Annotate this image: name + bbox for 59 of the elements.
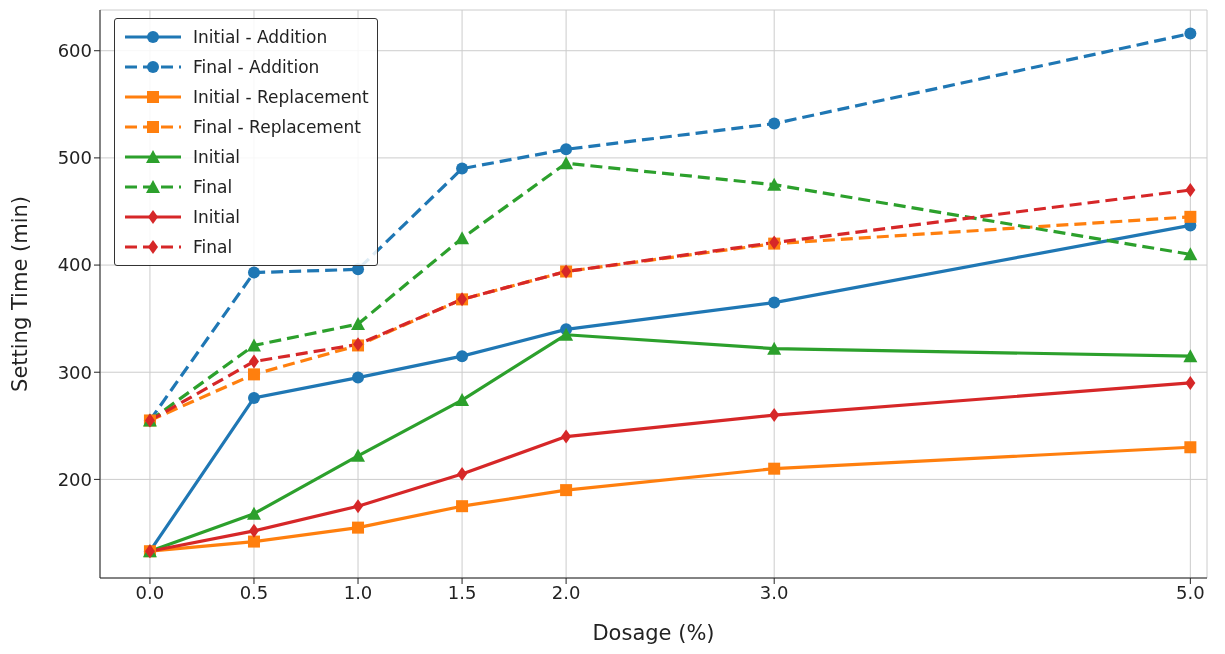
point [353, 499, 364, 514]
y-tick-label: 200 [57, 468, 92, 490]
point [248, 523, 259, 538]
y-tick-label: 400 [57, 254, 92, 276]
point [247, 266, 260, 279]
x-tick-label: 5.0 [1176, 581, 1205, 603]
point [455, 231, 470, 245]
x-tick-label: 1.5 [447, 581, 477, 603]
point [456, 350, 469, 363]
point [1185, 375, 1196, 390]
y-tick-label: 300 [57, 361, 92, 383]
point [561, 429, 572, 444]
x-tick-label: 3.0 [759, 581, 789, 603]
point [456, 500, 469, 513]
point [559, 156, 574, 170]
legend-label: Initial - Addition [193, 27, 328, 47]
legend-label: Initial [193, 207, 241, 227]
point [1183, 247, 1198, 261]
point [768, 462, 781, 475]
y-tick-label: 500 [57, 147, 92, 169]
point [767, 341, 782, 355]
legend-label: Final - Replacement [193, 117, 361, 137]
point [351, 317, 366, 331]
point [246, 506, 261, 520]
point [559, 327, 574, 341]
point [560, 143, 573, 156]
legend-label: Final - Addition [193, 57, 320, 77]
x-axis-title: Dosage (%) [592, 621, 715, 645]
y-tick-label: 600 [57, 40, 92, 62]
point [768, 117, 781, 130]
legend-label: Initial [193, 147, 241, 167]
point [1184, 27, 1197, 40]
point [767, 177, 782, 191]
point [352, 371, 365, 384]
point [455, 393, 470, 407]
x-tick-label: 2.0 [551, 581, 581, 603]
x-tick-label: 0.5 [239, 581, 269, 603]
y-axis-title: Setting Time (min) [8, 196, 33, 392]
x-tick-label: 0.0 [135, 581, 165, 603]
point [1183, 349, 1198, 363]
point [246, 338, 261, 352]
legend-label: Initial - Replacement [193, 87, 369, 107]
legend-label: Final [193, 177, 233, 197]
point [247, 368, 260, 381]
point [1184, 210, 1197, 223]
point [247, 391, 260, 404]
legend-label: Final [193, 237, 233, 257]
point [352, 521, 365, 534]
point [768, 296, 781, 309]
point [247, 535, 260, 548]
point [1185, 183, 1196, 198]
point [248, 354, 259, 369]
point [769, 408, 780, 423]
point [560, 484, 573, 497]
point [1184, 441, 1197, 454]
point [456, 162, 469, 175]
x-tick-label: 1.0 [343, 581, 373, 603]
point [351, 448, 366, 462]
point [457, 467, 468, 482]
